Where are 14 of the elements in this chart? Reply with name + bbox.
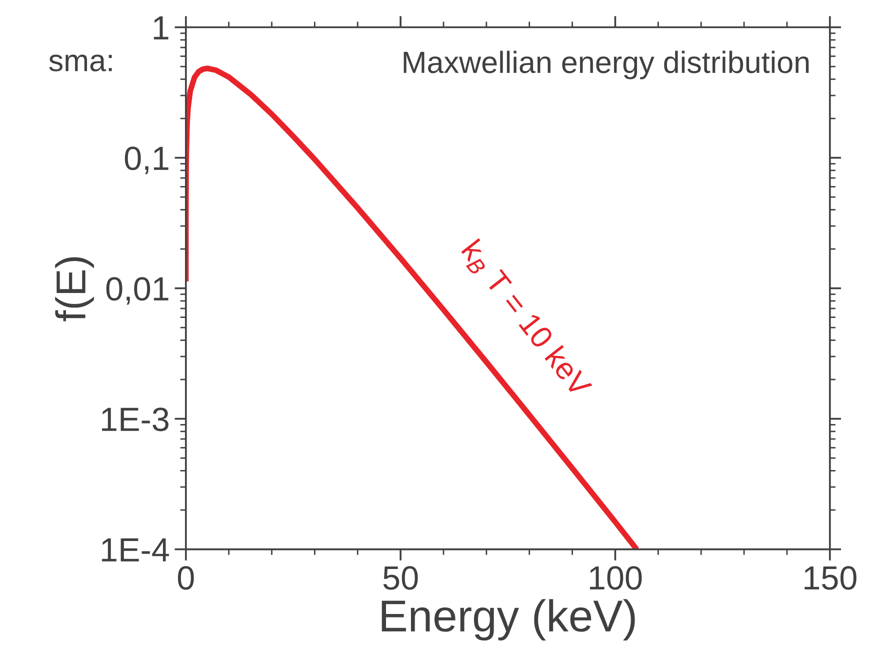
x-tick-label: 50 [383, 566, 418, 590]
annotation: Maxwellian energy distribution [404, 50, 809, 80]
x-tick-label: 0 [178, 566, 194, 590]
y-tick-label: 1E-3 [102, 408, 168, 432]
y-tick-label: 1E-4 [102, 538, 169, 562]
y-tick-label: 1 [154, 16, 168, 40]
text: sma: [49, 54, 112, 72]
y-tick-label: 0,01 [106, 277, 168, 305]
y-tick-label: 0,1 [124, 146, 168, 174]
x-axis-title: Energy (keV) [382, 599, 635, 641]
x-tick-label: 150 [804, 566, 856, 590]
x-tick-label: 100 [590, 566, 642, 590]
annotation: k$_{B}$ T = 10 keV [457, 238, 594, 402]
y-axis-title: f(E) [55, 257, 94, 322]
